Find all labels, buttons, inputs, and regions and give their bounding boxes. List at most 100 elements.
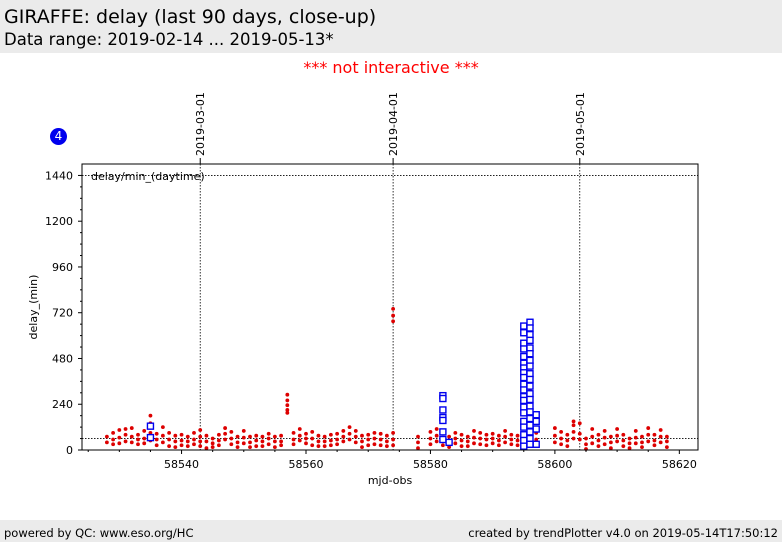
highlight-point bbox=[520, 352, 528, 361]
data-point bbox=[310, 436, 315, 441]
data-point bbox=[478, 436, 483, 441]
plot-number-badge: 4 bbox=[50, 128, 67, 145]
data-point bbox=[378, 443, 383, 448]
data-point bbox=[465, 439, 470, 444]
data-point bbox=[577, 437, 582, 442]
highlight-point bbox=[532, 440, 540, 448]
data-point bbox=[117, 435, 122, 440]
data-point bbox=[360, 445, 364, 450]
data-point bbox=[223, 431, 228, 436]
data-point bbox=[633, 435, 638, 440]
highlight-point bbox=[146, 433, 155, 442]
data-point bbox=[316, 444, 321, 449]
data-point bbox=[571, 423, 576, 428]
highlight-point bbox=[520, 322, 528, 330]
data-point bbox=[216, 432, 221, 437]
data-point bbox=[633, 429, 638, 433]
highlight-point bbox=[439, 416, 447, 425]
data-point bbox=[104, 434, 109, 439]
highlight-point bbox=[520, 386, 528, 394]
data-point bbox=[453, 430, 458, 435]
data-point bbox=[627, 446, 632, 450]
data-point bbox=[503, 429, 508, 433]
data-point bbox=[615, 427, 620, 431]
data-point bbox=[160, 425, 165, 430]
x-tick-label: 58540 bbox=[164, 458, 199, 471]
data-point bbox=[279, 439, 284, 444]
data-point bbox=[391, 443, 396, 448]
footer-credit: powered by QC: www.eso.org/HC bbox=[4, 526, 194, 540]
data-point bbox=[310, 429, 315, 434]
data-point bbox=[384, 439, 389, 444]
data-point bbox=[509, 437, 514, 442]
highlight-point bbox=[532, 417, 540, 426]
data-point bbox=[496, 443, 501, 448]
data-point bbox=[304, 441, 308, 446]
data-point bbox=[204, 446, 209, 450]
data-point bbox=[590, 427, 595, 431]
data-point bbox=[304, 436, 308, 441]
data-point bbox=[440, 443, 445, 448]
data-point bbox=[254, 438, 259, 443]
data-point bbox=[235, 440, 240, 445]
data-point bbox=[285, 398, 290, 403]
data-point bbox=[366, 443, 371, 448]
data-point bbox=[241, 441, 246, 446]
grid-lines: 2019-03-01 2019-04-01 2019-05-01 bbox=[82, 92, 698, 450]
page-title: GIRAFFE: delay (last 90 days, close-up) bbox=[4, 6, 377, 28]
data-point bbox=[297, 438, 302, 443]
data-point bbox=[198, 428, 203, 432]
data-point bbox=[266, 431, 271, 436]
data-point bbox=[167, 430, 172, 435]
data-point bbox=[459, 444, 464, 449]
data-point bbox=[577, 421, 582, 426]
data-point bbox=[347, 425, 352, 430]
data-point bbox=[210, 441, 215, 446]
data-point bbox=[416, 434, 420, 439]
data-point bbox=[378, 437, 383, 442]
highlight-point bbox=[526, 362, 534, 370]
data-point bbox=[366, 437, 371, 442]
data-point bbox=[136, 437, 140, 442]
data-point bbox=[372, 436, 377, 441]
y-tick-label: 720 bbox=[52, 307, 73, 320]
data-point bbox=[223, 437, 228, 442]
data-point bbox=[198, 434, 203, 439]
data-point bbox=[640, 445, 644, 450]
data-point bbox=[123, 439, 128, 444]
data-point bbox=[254, 433, 259, 438]
highlight-point bbox=[439, 394, 447, 403]
highlight-point bbox=[439, 428, 447, 436]
data-point bbox=[496, 433, 501, 438]
data-point bbox=[615, 433, 620, 438]
data-point bbox=[235, 434, 240, 439]
data-point bbox=[123, 432, 128, 437]
data-point bbox=[447, 445, 452, 450]
data-point bbox=[192, 430, 196, 435]
data-point bbox=[129, 426, 134, 430]
data-point bbox=[216, 443, 221, 448]
data-point bbox=[621, 444, 626, 449]
data-point bbox=[260, 439, 265, 444]
data-point bbox=[416, 446, 420, 450]
data-point bbox=[111, 430, 116, 435]
data-point bbox=[596, 438, 601, 443]
highlight-point bbox=[526, 408, 534, 416]
data-point bbox=[322, 439, 327, 444]
not-interactive-notice: *** not interactive *** bbox=[303, 58, 479, 77]
data-point bbox=[627, 441, 632, 446]
data-point bbox=[148, 430, 153, 435]
data-point bbox=[335, 437, 340, 442]
data-point bbox=[310, 443, 315, 448]
data-point bbox=[154, 437, 159, 442]
data-point bbox=[241, 429, 246, 433]
highlight-point bbox=[520, 373, 528, 382]
data-point bbox=[254, 444, 259, 449]
data-point bbox=[322, 444, 327, 449]
y-tick-label: 960 bbox=[52, 261, 73, 274]
highlight-point bbox=[532, 425, 540, 433]
y-tick-label: 480 bbox=[52, 352, 73, 365]
data-point bbox=[192, 442, 196, 447]
highlight-point bbox=[520, 442, 528, 450]
